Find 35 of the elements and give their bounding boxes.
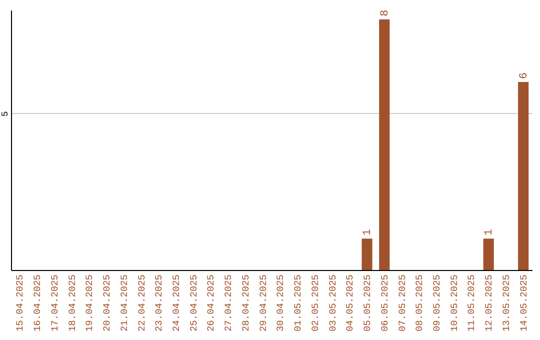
x-tick-label: 30.04.2025 (275, 274, 286, 332)
x-tick-label: 13.05.2025 (500, 274, 512, 332)
data-label: 1 (362, 228, 374, 236)
x-tick-label: 06.05.2025 (379, 274, 390, 332)
x-tick-label: 10.05.2025 (448, 274, 460, 332)
x-tick-label: 20.04.2025 (102, 274, 113, 332)
x-tick-label: 26.04.2025 (206, 274, 217, 332)
data-label: 8 (379, 10, 392, 16)
x-tick-label: 29.04.2025 (258, 274, 269, 332)
x-tick-label: 01.05.2025 (292, 274, 304, 332)
data-label: 6 (518, 72, 530, 80)
x-tick-label: 19.04.2025 (84, 274, 96, 332)
x-tick-label: 28.04.2025 (240, 274, 252, 332)
y-tick-label: 5 (0, 111, 10, 117)
x-tick-label: 04.05.2025 (344, 274, 356, 332)
x-tick-label: 05.05.2025 (362, 274, 374, 332)
x-tick-label: 18.04.2025 (66, 274, 78, 332)
x-tick-label: 25.04.2025 (188, 274, 200, 332)
x-tick-label: 07.05.2025 (396, 274, 408, 332)
x-tick-label: 15.04.2025 (14, 274, 26, 332)
x-tick-label: 24.04.2025 (170, 274, 182, 332)
x-tick-label: 09.05.2025 (431, 274, 442, 332)
x-tick-label: 23.04.2025 (154, 274, 165, 332)
x-tick-label: 16.04.2025 (32, 274, 44, 332)
x-tick-label: 21.04.2025 (118, 274, 130, 332)
x-tick-label: 12.05.2025 (484, 274, 495, 332)
x-tick-label: 27.04.2025 (223, 274, 234, 332)
x-tick-label: 03.05.2025 (327, 274, 338, 332)
x-tick-label: 11.05.2025 (466, 274, 478, 332)
x-tick-label: 22.04.2025 (136, 274, 148, 332)
x-tick-label: 08.05.2025 (414, 274, 426, 332)
x-tick-label: 14.05.2025 (518, 274, 530, 332)
x-tick-label: 02.05.2025 (310, 274, 321, 332)
x-tick-label: 17.04.2025 (49, 274, 60, 332)
data-label: 1 (484, 228, 496, 236)
